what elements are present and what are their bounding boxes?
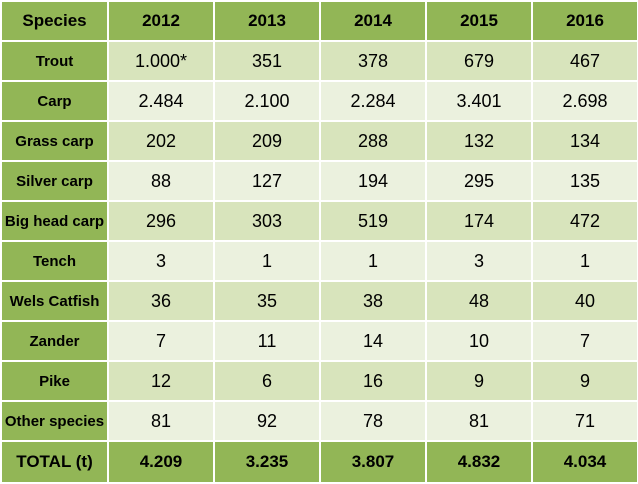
table-cell: 35	[213, 280, 321, 322]
table-cell: 40	[531, 280, 638, 322]
table-cell: 519	[319, 200, 427, 242]
table-row: Pike 12 6 16 9 9	[0, 360, 638, 402]
table-cell: 14	[319, 320, 427, 362]
species-name: Carp	[0, 80, 109, 122]
table-cell: 194	[319, 160, 427, 202]
species-name: Wels Catfish	[0, 280, 109, 322]
table-cell: 3	[107, 240, 215, 282]
total-cell: 4.832	[425, 440, 533, 484]
table-cell: 378	[319, 40, 427, 82]
table-cell: 1.000*	[107, 40, 215, 82]
species-name: Other species	[0, 400, 109, 442]
total-cell: 4.034	[531, 440, 638, 484]
table-cell: 9	[531, 360, 638, 402]
species-name: Silver carp	[0, 160, 109, 202]
species-name: Tench	[0, 240, 109, 282]
table-cell: 288	[319, 120, 427, 162]
table-cell: 135	[531, 160, 638, 202]
table-cell: 7	[107, 320, 215, 362]
table-cell: 1	[213, 240, 321, 282]
header-year-2012: 2012	[107, 0, 215, 42]
table-row: Big head carp 296 303 519 174 472	[0, 200, 638, 242]
table-row: Tench 3 1 1 3 1	[0, 240, 638, 282]
total-cell: 4.209	[107, 440, 215, 484]
total-cell: 3.807	[319, 440, 427, 484]
species-name: Zander	[0, 320, 109, 362]
table-cell: 1	[531, 240, 638, 282]
species-name: Pike	[0, 360, 109, 402]
table-cell: 467	[531, 40, 638, 82]
table-cell: 9	[425, 360, 533, 402]
table-cell: 296	[107, 200, 215, 242]
table-cell: 134	[531, 120, 638, 162]
table-row: Silver carp 88 127 194 295 135	[0, 160, 638, 202]
table-cell: 81	[107, 400, 215, 442]
table-cell: 127	[213, 160, 321, 202]
table-cell: 88	[107, 160, 215, 202]
table-cell: 48	[425, 280, 533, 322]
table-cell: 174	[425, 200, 533, 242]
table-row: Zander 7 11 14 10 7	[0, 320, 638, 362]
table-cell: 472	[531, 200, 638, 242]
table-row: Wels Catfish 36 35 38 48 40	[0, 280, 638, 322]
table-row: Other species 81 92 78 81 71	[0, 400, 638, 442]
table-cell: 81	[425, 400, 533, 442]
table-cell: 303	[213, 200, 321, 242]
table-cell: 10	[425, 320, 533, 362]
total-row: TOTAL (t) 4.209 3.235 3.807 4.832 4.034	[0, 440, 638, 484]
table-cell: 295	[425, 160, 533, 202]
total-cell: 3.235	[213, 440, 321, 484]
table-cell: 16	[319, 360, 427, 402]
table-cell: 7	[531, 320, 638, 362]
table-cell: 351	[213, 40, 321, 82]
table-cell: 78	[319, 400, 427, 442]
table-cell: 679	[425, 40, 533, 82]
table-row: Grass carp 202 209 288 132 134	[0, 120, 638, 162]
table-cell: 12	[107, 360, 215, 402]
table-cell: 2.100	[213, 80, 321, 122]
total-label: TOTAL (t)	[0, 440, 109, 484]
table-cell: 92	[213, 400, 321, 442]
table-cell: 209	[213, 120, 321, 162]
table-cell: 132	[425, 120, 533, 162]
header-row: Species 2012 2013 2014 2015 2016	[0, 0, 638, 42]
table-cell: 1	[319, 240, 427, 282]
table-row: Trout 1.000* 351 378 679 467	[0, 40, 638, 82]
header-year-2014: 2014	[319, 0, 427, 42]
header-year-2015: 2015	[425, 0, 533, 42]
table-cell: 6	[213, 360, 321, 402]
species-name: Trout	[0, 40, 109, 82]
species-name: Grass carp	[0, 120, 109, 162]
table-row: Carp 2.484 2.100 2.284 3.401 2.698	[0, 80, 638, 122]
table-cell: 11	[213, 320, 321, 362]
table-cell: 38	[319, 280, 427, 322]
header-year-2013: 2013	[213, 0, 321, 42]
table-cell: 2.284	[319, 80, 427, 122]
table-cell: 3	[425, 240, 533, 282]
table-cell: 36	[107, 280, 215, 322]
species-name: Big head carp	[0, 200, 109, 242]
header-year-2016: 2016	[531, 0, 638, 42]
table-cell: 3.401	[425, 80, 533, 122]
table-cell: 2.698	[531, 80, 638, 122]
table-cell: 71	[531, 400, 638, 442]
table-cell: 202	[107, 120, 215, 162]
table-cell: 2.484	[107, 80, 215, 122]
header-species: Species	[0, 0, 109, 42]
